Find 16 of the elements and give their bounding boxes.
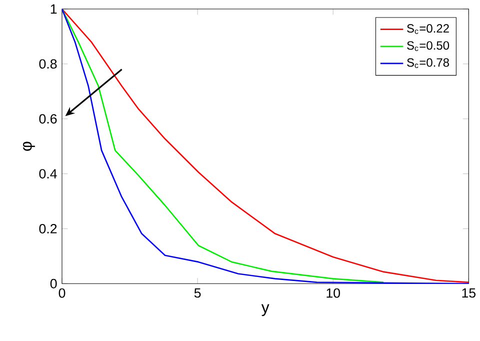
x-tick-label: 15 bbox=[462, 288, 476, 298]
y-tick-label: 0.6 bbox=[39, 114, 57, 124]
y-tick-label: 0.8 bbox=[39, 59, 57, 69]
legend-label: S$_{c}$=0.78 bbox=[407, 58, 449, 68]
x-tick-label: 0 bbox=[58, 288, 66, 298]
y-tick-label: 0.4 bbox=[39, 169, 57, 178]
legend-label: S$_{c}$=0.22 bbox=[407, 24, 449, 34]
x-axis-title: y bbox=[261, 304, 270, 316]
y-tick-label: 0.2 bbox=[39, 224, 57, 234]
x-tick-label: 10 bbox=[326, 288, 340, 298]
line-series bbox=[62, 8, 384, 283]
y-tick-label: 0 bbox=[50, 278, 57, 288]
y-tick-label: 1 bbox=[50, 4, 57, 14]
x-tick-label: 5 bbox=[194, 288, 201, 298]
y-axis-title: φ bbox=[22, 142, 35, 151]
legend-label: S$_{c}$=0.50 bbox=[407, 41, 450, 52]
